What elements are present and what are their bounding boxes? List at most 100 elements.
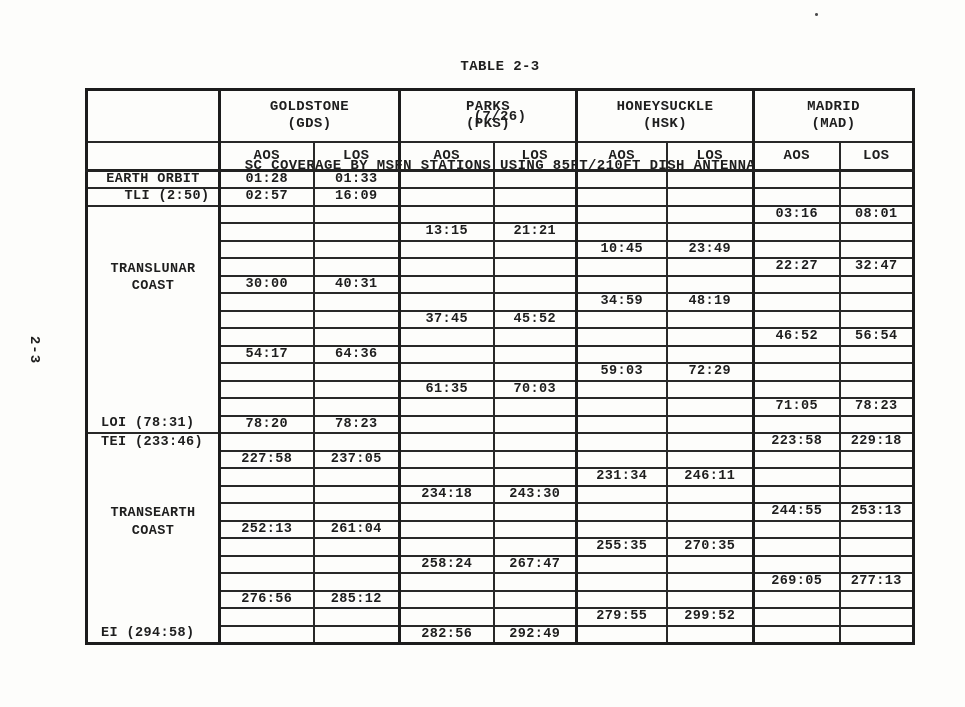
table-row: TRANSLUNAR COAST LOI (78:31) 03:16 08:01 bbox=[85, 204, 915, 434]
cell-hsk-aos bbox=[575, 274, 668, 294]
cell-hsk-aos bbox=[575, 432, 668, 452]
cell-pks-aos bbox=[398, 589, 495, 609]
cell-pks-los: 70:03 bbox=[492, 379, 578, 399]
title-line-1: TABLE 2-3 bbox=[460, 59, 540, 75]
cell-mad-los bbox=[838, 519, 915, 539]
cell-gds-aos: 227:58 bbox=[218, 449, 315, 469]
cell-hsk-aos bbox=[575, 257, 668, 277]
table-row: 282:56 292:49 bbox=[87, 624, 915, 644]
cell-gds-aos bbox=[218, 484, 315, 504]
coast-label: TRANSEARTH COAST bbox=[89, 505, 218, 540]
cell-hsk-aos bbox=[575, 309, 668, 329]
cell-mad-aos bbox=[752, 169, 841, 189]
cell-mad-aos bbox=[752, 414, 841, 434]
cell-gds-los bbox=[312, 467, 401, 487]
cell-hsk-aos bbox=[575, 327, 668, 347]
coast-label-line: TRANSEARTH bbox=[110, 506, 196, 521]
cell-pks-aos bbox=[398, 362, 495, 382]
cell-pks-los bbox=[492, 537, 578, 557]
cell-pks-aos bbox=[398, 292, 495, 312]
subheader-gds-los: LOS bbox=[312, 140, 401, 172]
cell-pks-los: 267:47 bbox=[492, 554, 578, 574]
station-abbr: (HSK) bbox=[642, 115, 687, 132]
cell-gds-los bbox=[312, 257, 401, 277]
cell-mad-aos: 71:05 bbox=[752, 397, 841, 417]
cell-hsk-aos bbox=[575, 379, 668, 399]
cell-mad-aos bbox=[752, 379, 841, 399]
cell-mad-los: 253:13 bbox=[838, 502, 915, 522]
table-row: TLI (2:50) 02:57 16:09 bbox=[85, 187, 915, 207]
cell-mad-los bbox=[838, 309, 915, 329]
cell-pks-los: 21:21 bbox=[492, 222, 578, 242]
cell-gds-aos bbox=[218, 397, 315, 417]
cell-pks-aos bbox=[398, 257, 495, 277]
cell-gds-aos bbox=[218, 572, 315, 592]
cell-gds-aos bbox=[218, 607, 315, 627]
cell-mad-los bbox=[838, 624, 915, 644]
page-number-vertical: 2-3 bbox=[26, 335, 42, 365]
subheader-row: AOS LOS AOS LOS AOS LOS AOS LOS bbox=[85, 140, 915, 172]
row-label-tli-2-50: TLI (2:50) bbox=[85, 187, 221, 207]
table-row: EARTH ORBIT 01:28 01:33 bbox=[85, 169, 915, 189]
cell-pks-los bbox=[492, 169, 578, 189]
cell-gds-aos bbox=[218, 624, 315, 644]
cell-pks-aos: 37:45 bbox=[398, 309, 495, 329]
cell-gds-los bbox=[312, 624, 401, 644]
cell-gds-aos bbox=[218, 204, 315, 224]
cell-pks-los bbox=[492, 519, 578, 539]
table-row: 13:15 21:21 bbox=[87, 222, 915, 242]
cell-hsk-aos: 34:59 bbox=[575, 292, 668, 312]
cell-mad-los bbox=[838, 414, 915, 434]
cell-pks-aos: 282:56 bbox=[398, 624, 495, 644]
cell-pks-aos bbox=[398, 327, 495, 347]
cell-pks-los bbox=[492, 414, 578, 434]
cell-mad-los bbox=[838, 467, 915, 487]
cell-hsk-aos bbox=[575, 554, 668, 574]
cell-gds-aos bbox=[218, 537, 315, 557]
cell-hsk-aos bbox=[575, 222, 668, 242]
cell-mad-aos bbox=[752, 309, 841, 329]
cell-hsk-los bbox=[665, 344, 755, 364]
cell-pks-aos bbox=[398, 502, 495, 522]
coast-label: TRANSLUNAR COAST bbox=[89, 261, 218, 296]
cell-hsk-los bbox=[665, 169, 755, 189]
cell-hsk-aos: 59:03 bbox=[575, 362, 668, 382]
cell-pks-los: 45:52 bbox=[492, 309, 578, 329]
cell-hsk-los bbox=[665, 257, 755, 277]
cell-hsk-los bbox=[665, 222, 755, 242]
event-label-ei-294-58: EI (294:58) bbox=[101, 625, 195, 641]
table-row: 234:18 243:30 bbox=[87, 484, 915, 504]
cell-gds-los: 64:36 bbox=[312, 344, 401, 364]
cell-pks-los bbox=[492, 187, 578, 207]
cell-hsk-aos: 231:34 bbox=[575, 467, 668, 487]
cell-pks-aos: 258:24 bbox=[398, 554, 495, 574]
subheader-mad-aos: AOS bbox=[752, 140, 841, 172]
cell-mad-los bbox=[838, 589, 915, 609]
cell-hsk-aos: 10:45 bbox=[575, 239, 668, 259]
cell-gds-aos bbox=[218, 257, 315, 277]
cell-pks-aos bbox=[398, 467, 495, 487]
cell-mad-aos bbox=[752, 449, 841, 469]
cell-gds-los bbox=[312, 484, 401, 504]
cell-mad-los bbox=[838, 344, 915, 364]
cell-mad-los: 277:13 bbox=[838, 572, 915, 592]
cell-hsk-los bbox=[665, 519, 755, 539]
station-name: GOLDSTONE bbox=[269, 98, 350, 115]
cell-hsk-aos bbox=[575, 589, 668, 609]
cell-hsk-los bbox=[665, 274, 755, 294]
cell-pks-aos bbox=[398, 274, 495, 294]
cell-hsk-aos bbox=[575, 414, 668, 434]
cell-hsk-los bbox=[665, 379, 755, 399]
cell-gds-aos: 276:56 bbox=[218, 589, 315, 609]
cell-pks-los bbox=[492, 467, 578, 487]
station-header-madrid: MADRID (MAD) bbox=[752, 88, 915, 143]
cell-mad-aos bbox=[752, 589, 841, 609]
cell-pks-los: 243:30 bbox=[492, 484, 578, 504]
cell-mad-los: 08:01 bbox=[838, 204, 915, 224]
cell-mad-aos bbox=[752, 554, 841, 574]
cell-mad-los: 78:23 bbox=[838, 397, 915, 417]
station-abbr: (MAD) bbox=[811, 115, 856, 132]
cell-gds-aos bbox=[218, 327, 315, 347]
cell-mad-los bbox=[838, 274, 915, 294]
cell-hsk-aos bbox=[575, 519, 668, 539]
